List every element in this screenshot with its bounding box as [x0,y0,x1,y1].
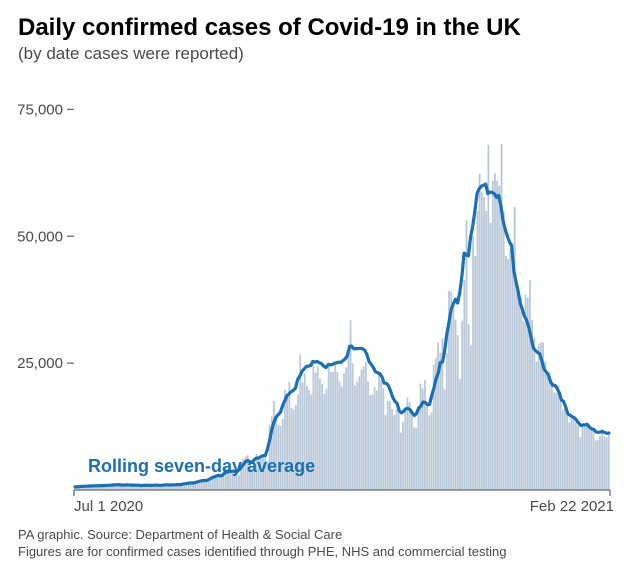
chart-footer: PA graphic. Source: Department of Health… [18,526,622,561]
rolling-avg-label: Rolling seven-day average [88,456,315,477]
footer-note: Figures are for confirmed cases identifi… [18,543,622,561]
chart-svg: 25,000 50,000 75,000 [18,76,618,496]
chart-subtitle: (by date cases were reported) [18,44,622,64]
x-axis-label-start: Jul 1 2020 [74,498,143,515]
chart-title: Daily confirmed cases of Covid-19 in the… [18,14,622,42]
x-axis-label-end: Feb 22 2021 [530,498,614,515]
y-tick-label: 75,000 [18,101,63,118]
y-tick-label: 50,000 [18,228,63,245]
x-axis-labels: Jul 1 2020 Feb 22 2021 [18,498,622,520]
chart-area: 25,000 50,000 75,000 Rolling seven-day ave… [18,76,618,496]
footer-source: PA graphic. Source: Department of Health… [18,526,622,544]
y-tick-label: 25,000 [18,355,63,372]
